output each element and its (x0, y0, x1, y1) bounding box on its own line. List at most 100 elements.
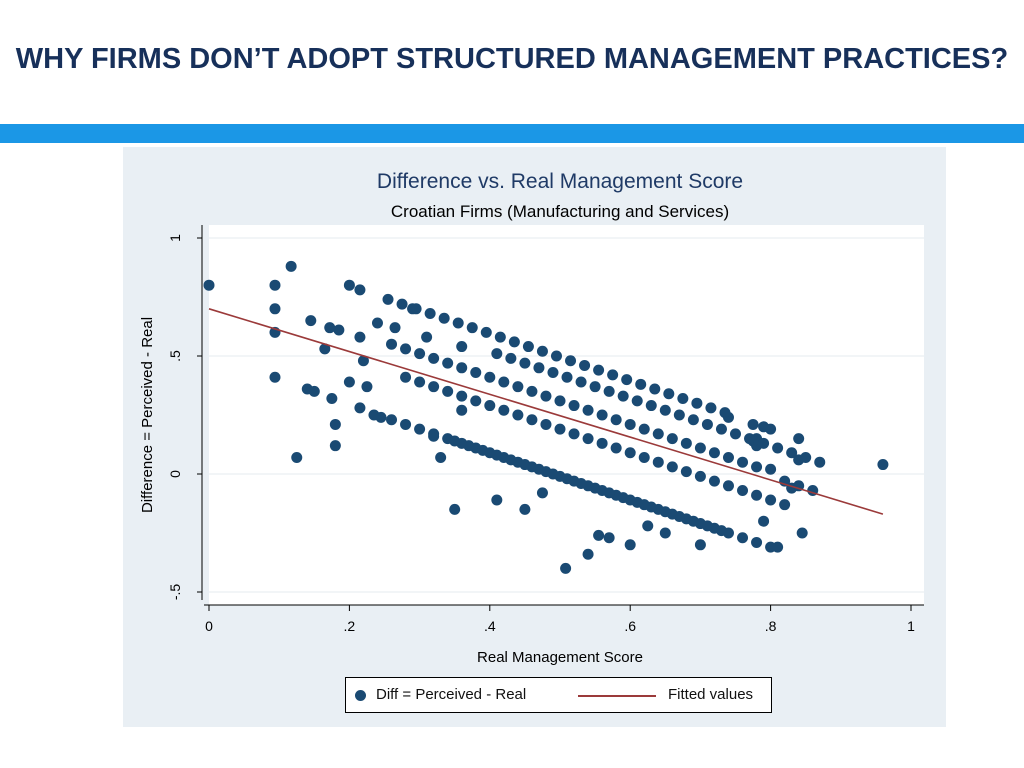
axis-layer: -.5 0 .5 1 0 .2 .4 .6 .8 1 (167, 225, 924, 634)
scatter-point (456, 341, 468, 353)
scatter-point (638, 423, 650, 435)
scatter-point (470, 395, 482, 407)
y-axis-label: Difference = Perceived - Real (139, 317, 156, 513)
scatter-point (463, 440, 475, 452)
scatter-point (659, 404, 671, 416)
scatter-point (708, 447, 720, 459)
scatter-point (652, 456, 664, 468)
scatter-point (593, 364, 605, 376)
scatter-point (547, 367, 559, 379)
scatter-point (519, 503, 531, 515)
scatter-point (796, 527, 808, 539)
scatter-point (631, 496, 643, 508)
x-axis-label: Real Management Score (477, 649, 643, 666)
scatter-point (568, 400, 580, 412)
slide-title: WHY FIRMS DON’T ADOPT STRUCTURED MANAGEM… (15, 43, 1009, 75)
scatter-point (357, 355, 369, 367)
scatter-point (456, 362, 468, 374)
scatter-point (751, 536, 763, 548)
scatter-point (751, 489, 763, 501)
scatter-point (491, 449, 503, 461)
scatter-point (324, 322, 336, 334)
y-tick-label: .5 (167, 350, 183, 362)
legend-label-scatter: Diff = Perceived - Real (376, 686, 527, 703)
scatter-point (456, 390, 468, 402)
scatter-point (800, 451, 812, 463)
scatter-point (565, 355, 577, 367)
scatter-point (414, 348, 426, 360)
y-tick-label: 1 (167, 234, 183, 242)
scatter-point (470, 367, 482, 379)
scatter-point (603, 487, 615, 499)
scatter-point (758, 437, 770, 449)
chart-title: Difference vs. Real Management Score (377, 170, 743, 193)
scatter-point (386, 414, 398, 426)
scatter-point (575, 477, 587, 489)
scatter-point (477, 444, 489, 456)
x-tick-label: 0 (205, 618, 213, 634)
scatter-point (389, 322, 401, 334)
chart-subtitle: Croatian Firms (Manufacturing and Servic… (391, 202, 729, 221)
scatter-point (715, 423, 727, 435)
scatter-point (687, 515, 699, 527)
scatter-point (333, 324, 345, 336)
legend-marker-scatter (355, 690, 366, 701)
fitted-line (208, 308, 884, 515)
scatter-point (466, 322, 478, 334)
scatter-point (442, 357, 454, 369)
legend-label-fit: Fitted values (668, 686, 754, 703)
scatter-point (438, 312, 450, 324)
scatter-point (410, 303, 422, 315)
scatter-point (291, 451, 303, 463)
scatter-point (719, 407, 731, 419)
scatter-point (645, 400, 657, 412)
scatter-point (400, 418, 412, 430)
scatter-point (687, 414, 699, 426)
scatter-point (694, 539, 706, 551)
scatter-point (624, 447, 636, 459)
scatter-point (540, 390, 552, 402)
scatter-point (765, 423, 777, 435)
legend-marker-fit (578, 695, 656, 697)
scatter-point (694, 470, 706, 482)
scatter-point (305, 315, 317, 327)
scatter-point (414, 376, 426, 388)
scatter-point (508, 336, 520, 348)
x-tick-label: .2 (344, 618, 356, 634)
scatter-point (568, 428, 580, 440)
scatter-point (498, 376, 510, 388)
scatter-point (673, 409, 685, 421)
scatter-point (203, 279, 215, 291)
scatter-point (269, 279, 281, 291)
scatter-point (596, 409, 608, 421)
scatter-point (526, 385, 538, 397)
scatter-point (540, 418, 552, 430)
scatter-point (737, 485, 749, 497)
chart-panel: -.5 0 .5 1 0 .2 .4 .6 .8 1 Difference vs. Real Ma… (123, 147, 946, 727)
scatter-point (589, 381, 601, 393)
scatter-point (428, 381, 440, 393)
scatter-point (491, 348, 503, 360)
x-tick-label: .6 (624, 618, 636, 634)
scatter-point (414, 423, 426, 435)
scatter-point (649, 383, 661, 395)
scatter-point (396, 298, 408, 310)
scatter-point (610, 442, 622, 454)
scatter-point (666, 433, 678, 445)
scatter-point (624, 539, 636, 551)
scatter-point (536, 487, 548, 499)
scatter-point (400, 343, 412, 355)
scatter-point (589, 482, 601, 494)
fit-layer (208, 308, 884, 515)
scatter-point (361, 381, 373, 393)
scatter-point (285, 260, 297, 272)
scatter-point (484, 371, 496, 383)
x-tick-label: .8 (765, 618, 777, 634)
scatter-point (512, 409, 524, 421)
scatter-chart: -.5 0 .5 1 0 .2 .4 .6 .8 1 Difference vs. Real Ma… (139, 170, 924, 666)
scatter-point (772, 442, 784, 454)
scatter-point (536, 345, 548, 357)
scatter-point (691, 397, 703, 409)
scatter-point (582, 404, 594, 416)
scatter-point (694, 442, 706, 454)
